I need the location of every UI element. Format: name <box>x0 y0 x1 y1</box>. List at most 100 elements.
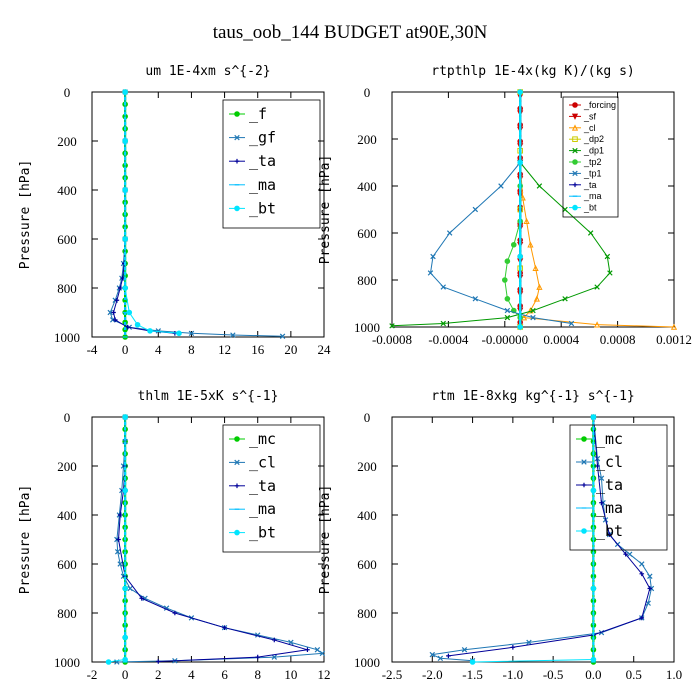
y-tick-label: 0 <box>364 410 371 425</box>
data-point <box>532 264 539 272</box>
data-point <box>279 333 286 339</box>
data-point <box>526 639 532 646</box>
data-point <box>134 321 141 328</box>
y-tick-label: 0 <box>364 85 371 100</box>
data-point <box>647 573 653 579</box>
legend-label: _f <box>249 105 267 123</box>
x-tick-label: -0.00000 <box>482 332 529 347</box>
data-point <box>626 551 633 557</box>
legend-label: _ma <box>249 176 276 194</box>
series-line <box>108 417 126 663</box>
y-axis-label: Pressure [hPa] <box>18 160 33 270</box>
data-point <box>639 615 645 621</box>
x-tick-label: 8 <box>188 342 195 357</box>
chart-panel-3: thlm 1E-5xK s^{-1} Pressure [hPa] -2 0 2 4 6 8 1… <box>18 389 331 682</box>
legend-marker <box>234 111 240 117</box>
data-point <box>222 625 227 630</box>
legend-marker <box>572 147 578 154</box>
data-point <box>440 320 446 327</box>
series-line <box>519 162 675 328</box>
data-point <box>172 610 178 616</box>
legend-box <box>222 99 321 229</box>
data-point <box>147 328 153 334</box>
x-tick-label: -1.5 <box>462 667 483 682</box>
data-point <box>598 475 605 481</box>
x-tick-label: 0 <box>122 342 129 357</box>
data-point <box>430 253 436 260</box>
plot-frame <box>91 91 325 338</box>
data-point <box>446 653 451 659</box>
data-point <box>587 230 594 236</box>
data-point <box>230 332 236 338</box>
y-axis-label: Pressure [hPa] <box>318 485 333 595</box>
data-point <box>595 463 600 469</box>
data-point <box>122 285 128 291</box>
legend: _forcing_sf _cl_dp2 _dp1_tp2_tp1 _ta_ma _bt <box>562 96 619 218</box>
data-point <box>314 647 321 653</box>
x-tick-label: 10 <box>284 667 297 682</box>
data-point <box>472 206 479 213</box>
x-tick-label: 0 <box>122 667 129 682</box>
y-tick-label: 200 <box>57 459 77 474</box>
y-axis-label: Pressure [hPa] <box>318 155 333 265</box>
panel-title: rtpthlp 1E-4x(kg K)/(kg s) <box>431 64 635 79</box>
legend-marker <box>581 459 587 465</box>
data-point <box>504 314 511 321</box>
x-tick-label: 2 <box>155 667 162 682</box>
y-tick-label: 800 <box>57 606 77 621</box>
data-point <box>562 296 568 302</box>
legend-marker <box>581 528 587 534</box>
data-point <box>623 551 628 557</box>
y-tick-label: 400 <box>57 508 77 523</box>
x-tick-label: -2.5 <box>382 667 403 682</box>
legend-marker <box>572 182 578 188</box>
y-tick-label: 1000 <box>54 330 80 345</box>
y-tick-label: 600 <box>57 557 77 572</box>
panel-title: um 1E-4xm s^{-2} <box>145 64 270 79</box>
data-point <box>472 296 479 302</box>
x-tick-label: 0.0 <box>585 667 601 682</box>
data-point <box>142 595 148 602</box>
data-point <box>126 309 133 316</box>
legend-label: _ta <box>583 180 597 190</box>
data-point <box>109 317 116 323</box>
chart-panel-4: rtm 1E-8xkg kg^{-1} s^{-1} Pressure [hPa]… <box>318 389 682 682</box>
data-point <box>319 650 326 657</box>
legend-label: _ma <box>596 499 623 517</box>
y-tick-label: 400 <box>57 183 77 198</box>
data-point <box>117 561 123 567</box>
chart-panel-1: um 1E-4xm s^{-2} Pressure [hPa] -4 0 4 8 12 16 2… <box>18 64 331 357</box>
panel-title: rtm 1E-8xkg kg^{-1} s^{-1} <box>431 389 635 404</box>
legend-label: _mc <box>249 430 276 448</box>
legend-box <box>569 424 668 551</box>
series-tp1 <box>427 159 575 327</box>
legend-box <box>562 96 619 218</box>
data-point <box>517 159 523 166</box>
legend-label: _bt <box>249 199 276 217</box>
data-point <box>122 187 128 193</box>
data-point <box>114 297 120 303</box>
legend-label: _tp2 <box>583 157 602 167</box>
data-point <box>594 455 601 462</box>
data-point <box>517 89 523 95</box>
legend-label: _cl <box>249 453 276 471</box>
data-point <box>504 258 511 265</box>
figure-title: taus_oob_144 BUDGET at90E,30N <box>212 22 488 43</box>
x-tick-label: 0.0012 <box>656 332 692 347</box>
x-tick-label: 4 <box>188 667 195 682</box>
data-point <box>122 634 128 641</box>
legend-marker <box>572 159 578 165</box>
data-point <box>271 637 277 643</box>
x-tick-label: 0.0004 <box>543 332 579 347</box>
data-point <box>461 647 468 653</box>
data-point <box>504 307 511 314</box>
legend-marker <box>234 459 240 466</box>
x-tick-label: 6 <box>221 667 228 682</box>
data-point <box>122 585 128 592</box>
legend-label: _gf <box>249 129 276 147</box>
series-cl <box>517 159 678 330</box>
y-tick-label: 400 <box>357 508 377 523</box>
data-point <box>389 323 395 329</box>
x-tick-label: 12 <box>218 342 231 357</box>
legend-marker <box>581 436 587 442</box>
